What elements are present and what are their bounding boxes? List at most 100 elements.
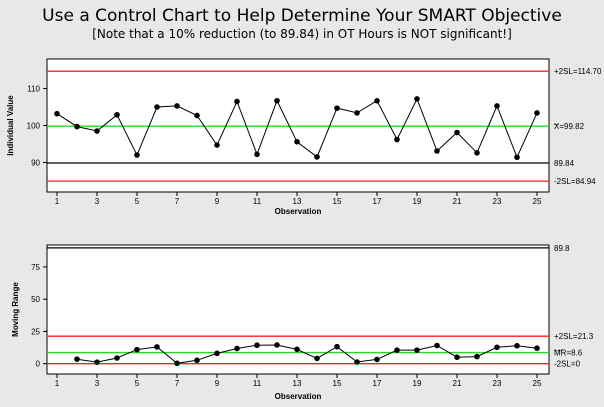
data-point (394, 347, 400, 353)
reference-label-target: 89.84 (554, 159, 575, 168)
x-tick-label: 15 (333, 197, 342, 206)
data-point (414, 347, 420, 353)
x-tick-label: 19 (413, 379, 422, 388)
data-point (334, 105, 340, 111)
y-axis-label: Moving Range (11, 282, 20, 337)
reference-label-target: 89.8 (554, 244, 570, 253)
reference-label-bar: _ (553, 116, 559, 125)
plot-area (46, 58, 550, 193)
x-tick-label: 1 (55, 379, 60, 388)
data-point (454, 354, 460, 361)
x-tick-label: 19 (413, 197, 422, 206)
data-point (474, 150, 480, 156)
y-tick-label: 50 (31, 295, 40, 304)
x-tick-label: 7 (175, 379, 180, 388)
data-point (174, 360, 180, 367)
reference-label-lcl: -2SL=84.94 (554, 177, 596, 186)
data-point (94, 128, 100, 134)
x-tick-label: 9 (215, 379, 220, 388)
x-tick-label: 1 (55, 197, 60, 206)
data-point (114, 355, 120, 361)
y-tick-label: 0 (36, 360, 41, 369)
data-point (314, 154, 320, 160)
reference-label-bar: __ (553, 343, 563, 352)
data-point (134, 346, 140, 353)
x-tick-label: 13 (293, 379, 302, 388)
x-tick-label: 25 (533, 197, 542, 206)
reference-label-ucl: +2SL=114.70 (554, 67, 602, 76)
data-point (354, 110, 360, 116)
x-tick-label: 25 (533, 379, 542, 388)
x-axis-label: Observation (275, 392, 322, 401)
data-point (54, 110, 60, 117)
x-tick-label: 23 (493, 379, 502, 388)
x-tick-label: 7 (175, 197, 180, 206)
data-point (74, 123, 80, 130)
x-tick-label: 11 (253, 379, 262, 388)
x-tick-label: 3 (95, 197, 100, 206)
data-point (214, 142, 220, 148)
data-point (254, 151, 260, 158)
data-point (514, 342, 520, 349)
data-point (374, 97, 380, 104)
x-tick-label: 13 (293, 197, 302, 206)
data-point (414, 96, 420, 102)
y-tick-label: 25 (31, 327, 40, 336)
chart-panel-1: +2SL=114.70 X=99.82_ 89.84 -2SL=84.94 90 100 1… (6, 58, 602, 216)
x-tick-label: 21 (453, 379, 462, 388)
data-point (274, 342, 280, 348)
data-point (294, 346, 300, 353)
data-point (354, 359, 360, 365)
reference-label-center: MR=8.6 (554, 349, 583, 358)
x-tick-label: 23 (493, 197, 502, 206)
data-point (114, 111, 120, 118)
data-point (274, 97, 280, 104)
x-tick-label: 21 (453, 197, 462, 206)
data-point (514, 154, 520, 161)
data-point (434, 148, 440, 154)
data-point (494, 103, 500, 109)
data-point (234, 345, 240, 352)
data-point (454, 129, 460, 136)
y-tick-label: 110 (27, 85, 40, 94)
x-tick-label: 15 (333, 379, 342, 388)
chart-subtitle: [Note that a 10% reduction (to 89.84) in… (92, 27, 512, 41)
data-point (194, 112, 200, 119)
data-point (474, 353, 480, 360)
y-axis-label: Individual Value (6, 95, 15, 156)
data-point (314, 355, 320, 362)
data-point (134, 152, 140, 158)
data-series-line (76, 344, 538, 364)
data-point (74, 356, 80, 362)
chart-title: Use a Control Chart to Help Determine Yo… (42, 6, 562, 26)
plot-area (46, 244, 550, 375)
data-point (174, 103, 180, 109)
data-point (534, 345, 540, 352)
data-point (394, 136, 400, 143)
data-point (374, 356, 380, 363)
data-point (294, 138, 300, 145)
data-point (94, 359, 100, 365)
x-tick-label: 17 (373, 197, 382, 206)
y-tick-label: 75 (31, 263, 40, 272)
data-point (194, 357, 200, 364)
data-point (254, 342, 260, 349)
x-tick-label: 3 (95, 379, 100, 388)
data-point (494, 344, 500, 351)
x-tick-label: 11 (253, 197, 262, 206)
data-point (234, 98, 240, 105)
data-point (334, 343, 340, 350)
x-axis-label: Observation (275, 207, 322, 216)
reference-label-center: X=99.82 (554, 122, 585, 131)
x-tick-label: 5 (135, 197, 140, 206)
x-tick-label: 5 (135, 379, 140, 388)
data-point (214, 350, 220, 357)
data-point (154, 344, 160, 350)
reference-label-ucl: +2SL=21.3 (554, 332, 594, 341)
y-tick-label: 90 (31, 158, 40, 167)
data-point (154, 104, 160, 110)
reference-label-lcl: -2SL=0 (554, 360, 581, 369)
